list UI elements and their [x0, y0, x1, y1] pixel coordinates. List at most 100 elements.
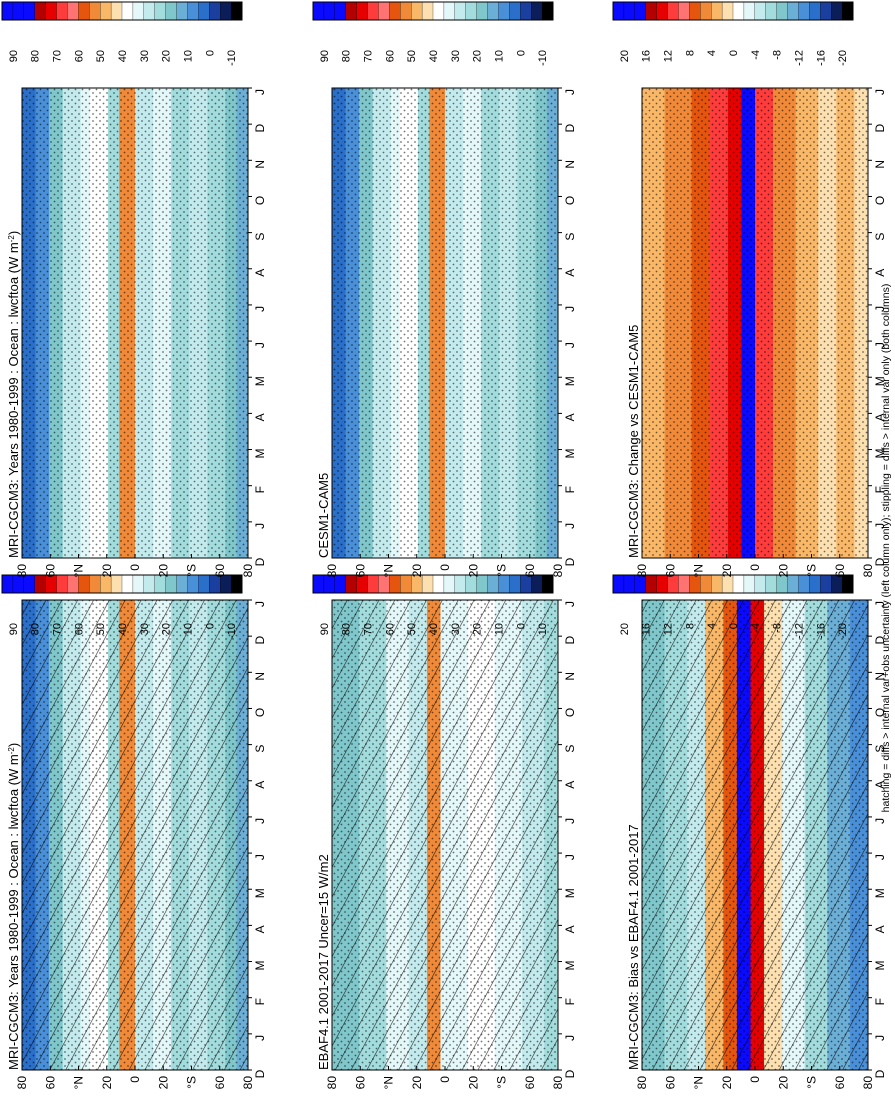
lat-tick-label: 80 — [325, 564, 339, 578]
lat-tick-label: 0 — [128, 564, 142, 571]
colorbar-label: 0 — [728, 50, 740, 56]
colorbar-label: 30 — [450, 50, 462, 62]
colorbar-swatch — [689, 1, 701, 21]
colorbar-label: 0 — [515, 50, 527, 56]
hatching — [332, 600, 558, 1070]
colorbar-swatch — [831, 1, 843, 21]
colorbar-swatch — [623, 1, 636, 21]
colorbar-swatch — [432, 1, 445, 21]
colorbar-label: 50 — [406, 623, 418, 635]
colorbar-swatch — [312, 574, 325, 594]
month-tick-label: D — [563, 123, 577, 132]
month-tick-label: S — [873, 745, 887, 753]
month-tick-label: O — [873, 708, 887, 717]
colorbar-label: 70 — [363, 50, 375, 62]
month-tick-label: J — [253, 854, 267, 860]
colorbar-swatch — [356, 1, 368, 21]
colorbar-swatch — [732, 1, 745, 21]
colorbar-swatch — [711, 1, 723, 21]
month-tick-label: J — [253, 523, 267, 529]
colorbar-swatch — [454, 574, 467, 594]
colorbar-swatch — [230, 1, 243, 21]
chart-panel-p3: D J F M A M J J A S O N D J 80 60 °N 20 0 20 °S 60 80 EBAF4.1 2… — [312, 574, 577, 1090]
panel-title: EBAF4.1 2001-2017 Uncer=15 W/m2 — [316, 854, 331, 1070]
colorbar-label: -8 — [772, 623, 784, 633]
panel-title: MRI-CGCM3: Change vs CESM1-CAM5 — [626, 325, 641, 558]
colorbar-label: 80 — [30, 50, 42, 62]
lat-tick-label: 20 — [466, 1076, 480, 1090]
lat-tick-label: °N — [692, 1076, 706, 1089]
month-tick-label: A — [253, 269, 267, 277]
colorbar-swatch — [345, 1, 358, 21]
month-tick-label: J — [253, 1035, 267, 1041]
month-tick-label: M — [563, 449, 577, 459]
month-tick-label: J — [873, 1035, 887, 1041]
colorbar-label: 10 — [493, 50, 505, 62]
lat-tick-label: 80 — [635, 1076, 649, 1090]
colorbar-label: 80 — [30, 623, 42, 635]
month-tick-label: M — [563, 961, 577, 971]
colorbar-swatch — [454, 1, 467, 21]
month-tick-label: A — [563, 269, 577, 277]
month-tick-label: D — [563, 635, 577, 644]
lat-tick-label: 80 — [325, 1076, 339, 1090]
colorbar-swatch — [110, 1, 123, 21]
colorbar-swatch — [787, 1, 799, 21]
month-tick-label: J — [873, 818, 887, 824]
footer-note: hatching = diffs > internal var+obs unce… — [880, 284, 892, 813]
month-tick-label: M — [253, 888, 267, 898]
colorbar-label: 60 — [73, 50, 85, 62]
month-tick-label: S — [253, 745, 267, 753]
month-tick-label: D — [253, 1069, 267, 1078]
lat-tick-label: 20 — [720, 564, 734, 578]
colorbar-swatch — [443, 574, 456, 594]
colorbar-label: 70 — [52, 623, 64, 635]
colorbar-swatch — [634, 1, 647, 21]
month-tick-label: J — [563, 601, 577, 607]
lat-tick-label: 60 — [833, 564, 847, 578]
lat-tick-label: 60 — [353, 1076, 367, 1090]
colorbar-label: 0 — [728, 623, 740, 629]
colorbar-swatch — [45, 1, 57, 21]
colorbar-swatch — [743, 574, 756, 594]
month-tick-label: J — [563, 1035, 577, 1041]
month-tick-label: J — [873, 601, 887, 607]
colorbar-swatch — [312, 1, 325, 21]
colorbar-label: 10 — [182, 50, 194, 62]
panel-title: CESM1-CAM5 — [316, 473, 331, 558]
lat-tick-label: 80 — [861, 1076, 875, 1090]
month-tick-label: D — [873, 557, 887, 566]
lat-tick-label: 80 — [551, 1076, 565, 1090]
chart-panel-p4: D J F M A M J J A S O N D J 80 60 °N 20 0 20 °S 60 80 CESM1-CAM… — [312, 1, 577, 578]
month-tick-label: M — [873, 376, 887, 386]
colorbar-swatch — [209, 1, 221, 21]
colorbar-swatch — [143, 574, 156, 594]
month-tick-label: F — [563, 486, 577, 493]
colorbar-label: 20 — [619, 623, 631, 635]
colorbar-swatch — [498, 1, 510, 21]
lat-tick-label: °N — [692, 564, 706, 577]
colorbar-swatch — [121, 574, 134, 594]
colorbar-swatch — [809, 1, 821, 21]
colorbar-label: 20 — [619, 50, 631, 62]
colorbar-swatch — [132, 574, 145, 594]
month-tick-label: D — [253, 123, 267, 132]
colorbar-swatch — [334, 1, 347, 21]
colorbar-frame — [312, 574, 554, 594]
month-tick-label: O — [253, 708, 267, 717]
month-tick-label: S — [253, 233, 267, 241]
colorbar-label: 4 — [706, 50, 718, 56]
panel-title: MRI-CGCM3: Bias vs EBAF4.1 2001-2017 — [626, 824, 641, 1070]
lat-tick-label: 20 — [410, 564, 424, 578]
month-tick-label: A — [563, 781, 577, 789]
colorbar-label: -8 — [772, 50, 784, 60]
stippling — [332, 88, 558, 558]
colorbar-swatch — [367, 574, 379, 594]
colorbar-swatch — [198, 574, 210, 594]
month-tick-label: S — [563, 745, 577, 753]
month-tick-label: A — [563, 925, 577, 933]
lat-tick-label: 60 — [523, 564, 537, 578]
colorbar-label: 60 — [73, 623, 85, 635]
colorbar-label: 90 — [319, 50, 331, 62]
lat-tick-label: 20 — [156, 1076, 170, 1090]
